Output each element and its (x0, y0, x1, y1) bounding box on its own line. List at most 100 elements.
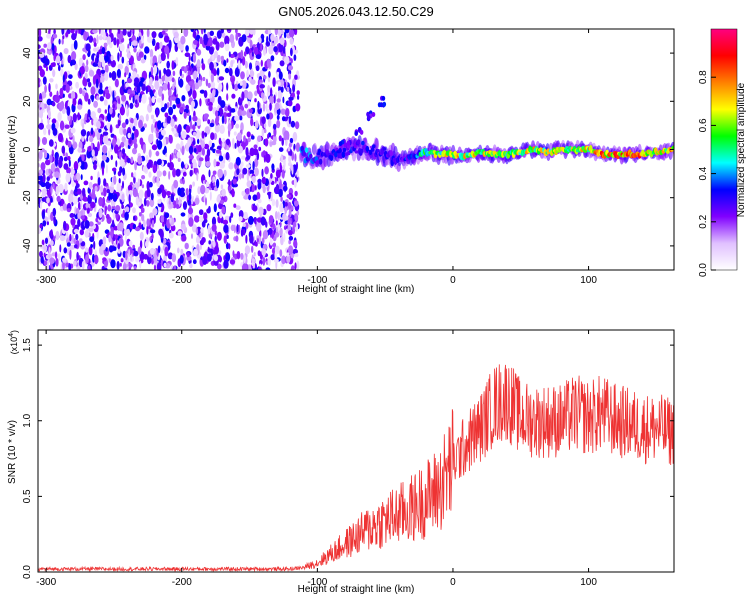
noise-speckle (198, 209, 204, 216)
noise-speckle (196, 243, 200, 250)
noise-speckle (291, 92, 295, 98)
noise-speckle (286, 194, 291, 199)
noise-speckle (235, 32, 239, 41)
noise-speckle (243, 211, 248, 220)
noise-speckle (60, 68, 64, 77)
noise-speckle (205, 161, 211, 167)
noise-speckle (70, 61, 73, 66)
noise-speckle (216, 263, 222, 270)
noise-speckle (221, 142, 225, 148)
noise-speckle (51, 43, 55, 51)
noise-speckle (269, 141, 272, 147)
noise-speckle (95, 78, 99, 89)
noise-speckle (92, 62, 98, 67)
noise-speckle (175, 97, 181, 105)
noise-speckle (112, 138, 117, 147)
noise-speckle (125, 82, 129, 88)
noise-speckle (260, 92, 265, 99)
noise-speckle (250, 79, 256, 85)
noise-speckle (197, 138, 200, 145)
noise-speckle (119, 126, 124, 136)
noise-speckle (208, 140, 212, 148)
x-tick-label: -200 (172, 577, 192, 588)
noise-speckle (222, 112, 228, 118)
noise-speckle (74, 244, 78, 249)
noise-speckle (78, 161, 82, 167)
noise-speckle (158, 228, 164, 236)
y-tick-label: -40 (22, 238, 33, 253)
signal-core (338, 147, 342, 154)
x-tick-label: 100 (580, 275, 597, 286)
noise-speckle (207, 224, 211, 235)
noise-speckle (282, 96, 285, 104)
noise-speckle (121, 56, 125, 64)
noise-speckle (62, 257, 67, 263)
noise-speckle (48, 83, 51, 93)
noise-speckle (56, 195, 61, 202)
chart-title: GN05.2026.043.12.50.C29 (278, 4, 433, 19)
noise-speckle (224, 106, 228, 112)
noise-speckle (119, 159, 125, 167)
noise-speckle (275, 199, 279, 208)
noise-speckle (114, 234, 119, 239)
noise-speckle (121, 94, 127, 102)
noise-speckle (90, 175, 93, 181)
noise-speckle (74, 63, 78, 71)
noise-speckle (261, 116, 266, 125)
noise-speckle (185, 45, 189, 52)
noise-speckle (192, 124, 196, 131)
noise-speckle (278, 42, 284, 53)
colorbar-gradient (710, 28, 738, 271)
noise-speckle (226, 29, 231, 32)
noise-speckle (54, 95, 60, 103)
y-tick-label: 0 (22, 146, 33, 152)
noise-speckle (294, 121, 300, 130)
noise-speckle (277, 211, 280, 221)
noise-speckle (100, 69, 106, 74)
noise-speckle (186, 252, 190, 258)
noise-speckle (125, 118, 129, 125)
noise-speckle (131, 132, 135, 141)
noise-speckle (46, 50, 52, 55)
noise-speckle (134, 77, 140, 84)
noise-speckle (148, 171, 152, 178)
noise-speckle (56, 154, 59, 163)
noise-speckle (209, 122, 215, 128)
noise-speckle (58, 183, 64, 194)
noise-speckle (260, 216, 266, 226)
noise-speckle (180, 35, 186, 45)
noise-speckle (102, 257, 107, 262)
noise-speckle (160, 215, 165, 223)
noise-speckle (121, 122, 127, 129)
noise-speckle (171, 96, 177, 101)
noise-speckle (49, 91, 53, 97)
noise-speckle (283, 55, 290, 65)
noise-speckle (125, 104, 128, 114)
noise-speckle (264, 138, 269, 147)
noise-speckle (138, 189, 144, 199)
noise-speckle (196, 118, 202, 126)
noise-speckle (90, 127, 94, 135)
noise-speckle (194, 121, 197, 127)
noise-speckle (267, 256, 271, 267)
x-tick-label: 0 (450, 577, 456, 588)
noise-speckle (47, 117, 50, 125)
noise-speckle (183, 111, 187, 119)
noise-speckle (63, 247, 68, 254)
noise-speckle (221, 32, 226, 38)
noise-speckle (132, 71, 137, 77)
noise-speckle (213, 158, 217, 168)
noise-speckle (267, 84, 270, 93)
noise-speckle (110, 54, 114, 62)
noise-speckle (122, 180, 124, 189)
noise-speckle (158, 54, 162, 64)
noise-speckle (239, 98, 243, 103)
noise-speckle (159, 41, 163, 49)
noise-speckle (86, 78, 91, 83)
noise-speckle (197, 186, 201, 195)
noise-speckle (200, 227, 204, 233)
noise-speckle (241, 56, 246, 66)
signal-core (354, 150, 359, 154)
noise-speckle (145, 113, 149, 122)
